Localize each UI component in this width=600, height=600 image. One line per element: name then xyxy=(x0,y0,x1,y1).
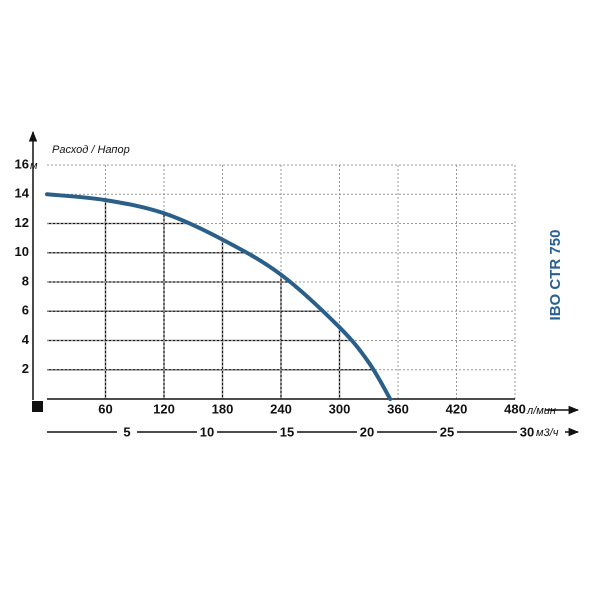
chart-title: IBO CTR 750 xyxy=(547,230,564,321)
x-tick-label: 420 xyxy=(446,401,468,416)
curve xyxy=(45,192,393,401)
y-tick-label: 16 xyxy=(15,156,29,171)
x2-label-bg xyxy=(117,424,137,440)
x2-label-bg xyxy=(197,424,217,440)
x-tick-label: 360 xyxy=(387,401,409,416)
x-unit: л/мин xyxy=(526,405,556,417)
y-tick-label: 14 xyxy=(15,186,30,201)
origin-marker xyxy=(32,401,43,412)
x2-tick-label: 15 xyxy=(280,424,294,439)
x-tick-label: 300 xyxy=(329,401,351,416)
x2-label-bg xyxy=(357,424,377,440)
x2-label-bg xyxy=(437,424,457,440)
x2-unit: м3/ч xyxy=(536,427,559,439)
y-tick-label: 4 xyxy=(22,332,30,347)
x2-tick-label: 20 xyxy=(360,424,374,439)
x2-label-bg xyxy=(517,424,537,440)
y-tick-label: 6 xyxy=(22,303,29,318)
x-tick-label: 60 xyxy=(98,401,112,416)
x-tick-label: 120 xyxy=(153,401,175,416)
x2-tick-label: 5 xyxy=(123,424,130,439)
x2-tick-label: 30 xyxy=(520,424,534,439)
x2-tick-label: 10 xyxy=(200,424,214,439)
x2-label-bg xyxy=(277,424,297,440)
x-tick-label: 180 xyxy=(212,401,234,416)
y-tick-label: 8 xyxy=(22,273,29,288)
y-tick-label: 2 xyxy=(22,361,29,376)
x2-tick-label: 25 xyxy=(440,424,454,439)
x-tick-label: 480 xyxy=(504,401,526,416)
x2-unit-bg xyxy=(535,424,565,440)
x-tick-label: 240 xyxy=(270,401,292,416)
y-label: Расход / Напор xyxy=(52,144,130,156)
y-tick-label: 10 xyxy=(15,244,29,259)
y-tick-label: 12 xyxy=(15,215,29,230)
y-unit: м xyxy=(30,160,38,172)
